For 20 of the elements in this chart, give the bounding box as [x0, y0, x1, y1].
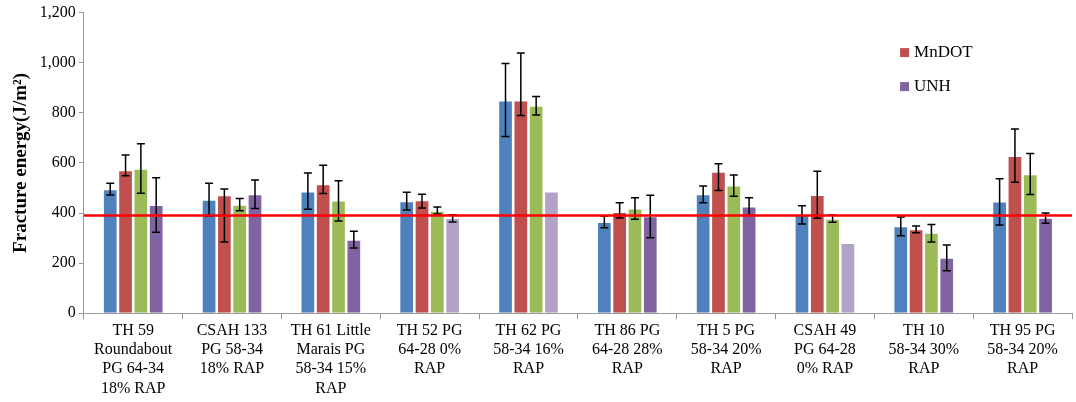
x-tick-label: TH 59 Roundabout PG 64-34 18% RAP	[94, 321, 173, 396]
x-tick-label: CSAH 49 PG 64-28 0% RAP	[793, 321, 857, 377]
y-tick-label: 600	[51, 153, 76, 171]
x-tick-label: TH 95 PG 58-34 20% RAP	[987, 321, 1058, 377]
x-tick-label: TH 61 Little Marais PG 58-34 15% RAP	[290, 321, 371, 396]
y-tick-label: 1,200	[39, 2, 76, 20]
x-tick-label: TH 62 PG 58-34 16% RAP	[493, 321, 564, 377]
legend-label: UNH	[914, 76, 951, 96]
x-tick-label: TH 10 58-34 30% RAP	[888, 321, 960, 377]
y-axis-title: Fracture energy(J/m²)	[9, 72, 32, 253]
y-tick-label: 1,000	[39, 52, 76, 70]
y-tick-label: 0	[67, 303, 76, 321]
legend-label: MnDOT	[914, 42, 974, 62]
y-tick-label: 400	[51, 203, 76, 221]
y-tick-label: 800	[51, 103, 76, 120]
x-tick-label: CSAH 133 PG 58-34 18% RAP	[196, 321, 268, 377]
y-tick-label: 200	[51, 253, 76, 271]
x-tick-label: TH 5 PG 58-34 20% RAP	[690, 321, 762, 377]
x-tick-label: TH 86 PG 64-28 28% RAP	[591, 321, 663, 377]
x-tick-label: TH 52 PG 64-28 0% RAP	[396, 321, 464, 377]
